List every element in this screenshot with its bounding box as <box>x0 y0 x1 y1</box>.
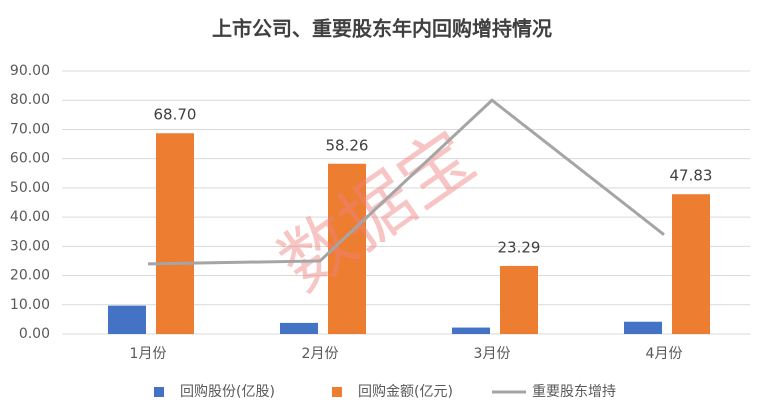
legend-swatch <box>332 387 342 397</box>
legend-label: 回购股份(亿股) <box>180 384 275 400</box>
y-tick-label: 70.00 <box>10 121 50 137</box>
y-tick-label: 80.00 <box>10 92 50 108</box>
bar <box>452 327 490 334</box>
y-tick-label: 30.00 <box>10 238 50 254</box>
value-label: 23.29 <box>498 238 541 256</box>
bar <box>500 265 538 334</box>
y-tick-label: 60.00 <box>10 151 50 167</box>
value-label: 58.26 <box>326 136 369 154</box>
value-label: 47.83 <box>670 167 713 185</box>
y-tick-label: 90.00 <box>10 63 50 79</box>
line-series <box>147 98 665 266</box>
legend-label: 重要股东增持 <box>532 384 616 400</box>
watermark: 数据宝 <box>264 114 489 307</box>
bar <box>156 133 194 334</box>
x-tick-label: 1月份 <box>130 346 167 362</box>
y-tick-label: 50.00 <box>10 180 50 196</box>
bar <box>624 321 662 334</box>
legend-label: 回购金额(亿元) <box>358 384 453 400</box>
y-tick-label: 20.00 <box>10 268 50 284</box>
x-tick-label: 2月份 <box>302 346 339 362</box>
y-tick-label: 0.00 <box>19 326 50 342</box>
legend-swatch <box>154 387 164 397</box>
x-tick-label: 4月份 <box>646 346 683 362</box>
x-tick-label: 3月份 <box>474 346 511 362</box>
bar <box>108 305 146 334</box>
chart-title: 上市公司、重要股东年内回购增持情况 <box>212 17 552 41</box>
value-label: 68.70 <box>154 106 197 124</box>
y-tick-label: 40.00 <box>10 209 50 225</box>
bar <box>672 194 710 334</box>
bar <box>280 322 318 334</box>
y-tick-label: 10.00 <box>10 297 50 313</box>
